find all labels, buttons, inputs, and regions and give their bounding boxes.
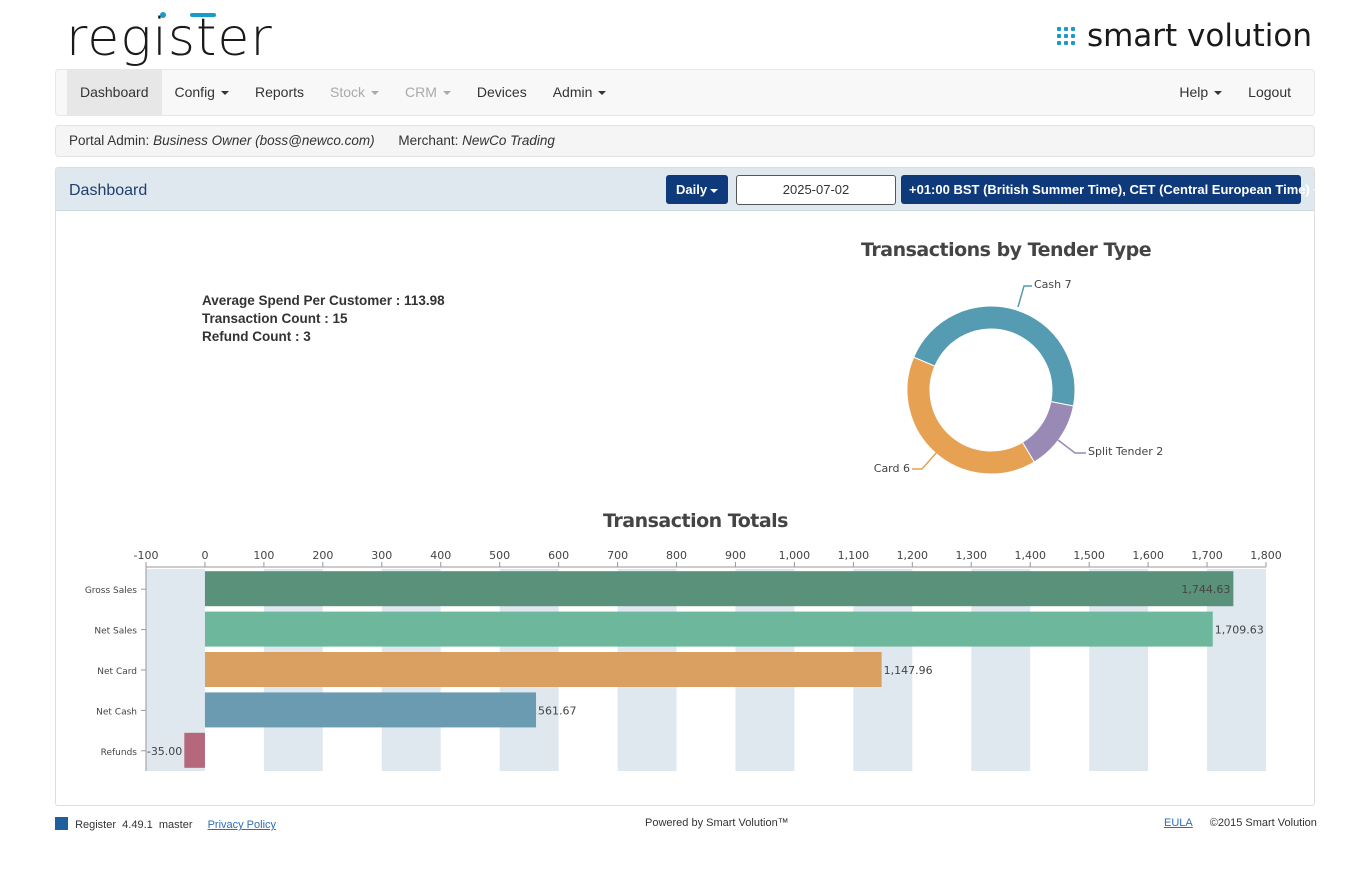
smart-volution-logo: smart volution (1056, 18, 1312, 54)
register-logo: register (66, 8, 273, 68)
merchant-label: Merchant: (398, 133, 459, 148)
summary-stats: Average Spend Per Customer : 113.98 Tran… (202, 292, 445, 346)
nav-logout[interactable]: Logout (1248, 84, 1291, 100)
dashboard-panel: Dashboard Daily 2025-07-02 +01:00 BST (B… (55, 167, 1321, 806)
timezone-dropdown[interactable]: +01:00 BST (British Summer Time), CET (C… (901, 175, 1321, 204)
eula-link[interactable]: EULA (1164, 817, 1193, 829)
user-info-bar: Portal Admin: Business Owner (boss@newco… (55, 125, 1315, 157)
page-title: Dashboard (69, 182, 148, 199)
transaction-count: Transaction Count : 15 (202, 311, 348, 326)
caret-down-icon (442, 91, 451, 96)
caret-down-icon (1312, 188, 1321, 193)
nav-dashboard[interactable]: Dashboard (67, 70, 162, 115)
register-app-icon (55, 817, 68, 830)
refund-count: Refund Count : 3 (202, 329, 311, 344)
portal-label: Portal Admin: (69, 133, 150, 148)
nav-help[interactable]: Help (1166, 70, 1235, 115)
period-dropdown[interactable]: Daily (666, 175, 729, 204)
caret-down-icon (598, 91, 607, 96)
powered-by: Powered by Smart Volution™ (645, 817, 789, 829)
date-input[interactable]: 2025-07-02 (736, 175, 896, 205)
donut-title: Transactions by Tender Type (861, 239, 1152, 261)
merchant-name: NewCo Trading (462, 133, 555, 148)
nav-stock[interactable]: Stock (317, 70, 392, 115)
caret-down-icon (220, 91, 229, 96)
footer-right: EULA ©2015 Smart Volution (1164, 817, 1317, 829)
footer-left: Register 4.49.1 master Privacy Policy (55, 817, 276, 831)
nav-crm[interactable]: CRM (392, 70, 464, 115)
nav-devices[interactable]: Devices (476, 84, 527, 100)
portal-user: Business Owner (boss@newco.com) (153, 133, 375, 148)
nav-admin[interactable]: Admin (540, 70, 620, 115)
nav-config[interactable]: Config (162, 70, 242, 115)
caret-down-icon (1214, 91, 1223, 96)
privacy-policy-link[interactable]: Privacy Policy (207, 819, 277, 831)
caret-down-icon (710, 188, 719, 193)
bar-title: Transaction Totals (603, 510, 789, 532)
nav-reports[interactable]: Reports (254, 84, 304, 100)
avg-spend: Average Spend Per Customer : 113.98 (202, 293, 445, 308)
caret-down-icon (371, 91, 380, 96)
main-navbar: Dashboard Config Reports Stock CRM Devices Adm… (55, 69, 1315, 116)
